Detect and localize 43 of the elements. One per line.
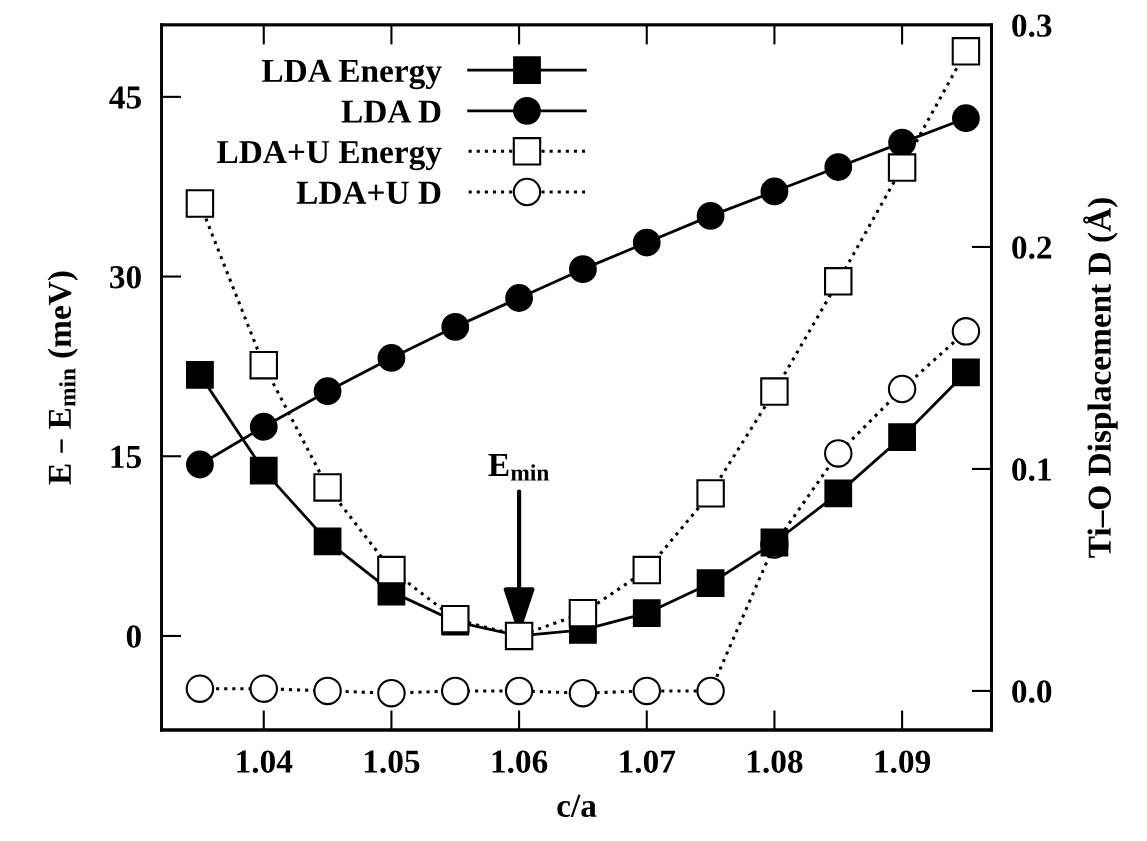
point (760, 177, 789, 206)
point (632, 228, 661, 257)
x-tick-label: 1.08 (747, 750, 803, 774)
point (696, 201, 725, 230)
x-tick-label: 1.05 (364, 750, 420, 774)
point (696, 569, 725, 598)
point (568, 598, 598, 628)
point (824, 153, 853, 181)
y-tick-label: 30 (110, 265, 141, 289)
legend-label: LDA Energy (261, 59, 442, 90)
y2-axis-title: Ti–O Displacement D (Å) (1083, 198, 1118, 558)
y2-tick-label: 0.2 (1012, 236, 1052, 259)
x-tick-label: 1.09 (875, 750, 931, 774)
y2-tick-label: 0.1 (1012, 458, 1051, 481)
y-tick-label: 45 (109, 86, 141, 109)
point (888, 423, 916, 451)
point (186, 450, 214, 479)
point (249, 412, 278, 441)
point (249, 456, 278, 485)
annotation: E$_{min}$ (488, 454, 549, 481)
x-tick-label: 1.07 (620, 750, 676, 774)
point (313, 527, 342, 556)
x-axis-title: c/a (557, 794, 597, 818)
legend-label: LDA D (341, 100, 441, 123)
point (505, 284, 533, 312)
x-tick-label: 1.06 (492, 750, 548, 774)
y2-tick-label: 0.3 (1012, 14, 1052, 38)
y-axis-title: E – E$_{min}$ (meV) (47, 271, 78, 485)
point (569, 255, 597, 284)
y-tick-label: 0 (126, 625, 141, 648)
legend-label: LDA+U Energy (217, 140, 442, 171)
text: 0.0 (1012, 680, 1052, 703)
point (632, 599, 661, 628)
point (441, 312, 470, 341)
legend-label: LDA+U D (296, 181, 441, 204)
point (377, 344, 406, 372)
point (313, 377, 342, 406)
x-tick-label: 1.04 (237, 750, 293, 774)
point (824, 479, 853, 508)
point (952, 358, 980, 387)
point (952, 104, 980, 133)
point (186, 360, 214, 389)
y-tick-label: 15 (111, 445, 141, 469)
